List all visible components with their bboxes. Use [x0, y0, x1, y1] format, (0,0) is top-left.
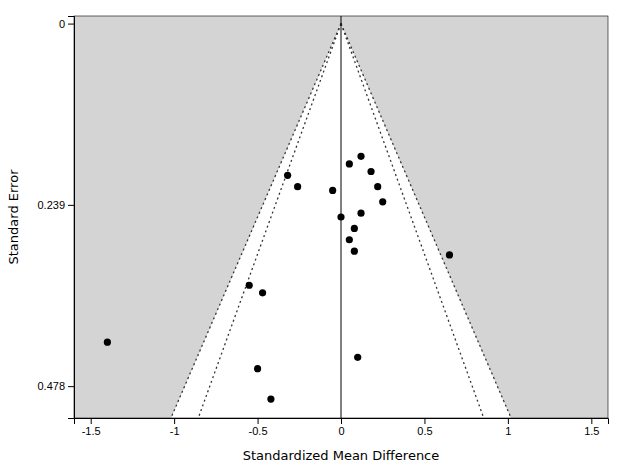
tick: -1 [170, 418, 180, 437]
tick: 1 [505, 418, 511, 437]
tick-label: 0.478 [37, 380, 65, 392]
tick-label: -1 [170, 425, 180, 437]
point [367, 168, 374, 175]
data-layer [74, 16, 608, 418]
tick-label: 0 [338, 425, 344, 437]
point [337, 213, 344, 220]
boundary-line [341, 24, 484, 418]
plot-frame [74, 16, 608, 418]
point [379, 198, 386, 205]
x-axis-title: Standardized Mean Difference [243, 448, 440, 463]
tick-label: 1.5 [584, 425, 599, 437]
tick-mark [424, 418, 425, 424]
tick-mark [68, 205, 74, 206]
point [246, 282, 253, 289]
tick-label: 0 [59, 18, 65, 30]
point [351, 225, 358, 232]
point [294, 183, 301, 190]
tick-mark [68, 24, 74, 25]
tick-label: 1 [505, 425, 511, 437]
tick-mark [508, 418, 509, 424]
tick-label: -1.5 [82, 425, 101, 437]
point [346, 236, 353, 243]
tick-mark [258, 418, 259, 424]
tick-mark [591, 418, 592, 424]
point [254, 365, 261, 372]
point [351, 248, 358, 255]
tick-label: 0.5 [417, 425, 432, 437]
boundary-line [198, 24, 341, 418]
y-axis: 0 0.239 0.478 [37, 17, 74, 419]
tick: 0.239 [37, 199, 74, 211]
tick: -0.5 [249, 418, 268, 437]
x-axis: -1.5 -1 -0.5 0 0.5 1 1.5 [75, 418, 609, 437]
point [267, 395, 274, 402]
tick-mark [341, 418, 342, 424]
point [329, 187, 336, 194]
outer-region [74, 16, 608, 418]
point [357, 210, 364, 217]
point [354, 354, 361, 361]
point [104, 339, 111, 346]
boundary-line [341, 24, 511, 418]
point [446, 251, 453, 258]
chart: -1.5 -1 -0.5 0 0.5 1 1.5 0 0.239 0.478 Standardize… [0, 0, 630, 474]
plot: -1.5 -1 -0.5 0 0.5 1 1.5 0 0.239 0.478 Standardize… [6, 16, 609, 463]
tick-label: -0.5 [249, 425, 268, 437]
tick: 0.478 [37, 380, 74, 392]
axis-line [68, 17, 75, 419]
tick-mark [174, 418, 175, 424]
points [104, 153, 453, 403]
tick-mark [68, 386, 74, 387]
point [346, 160, 353, 167]
point [357, 153, 364, 160]
point [374, 183, 381, 190]
y-axis-title: Standard Error [6, 169, 21, 265]
tick: 1.5 [584, 418, 599, 437]
tick: 0.5 [417, 418, 432, 437]
point [259, 289, 266, 296]
point [284, 172, 291, 179]
tick-mark [91, 418, 92, 424]
tick: 0 [338, 418, 344, 437]
tick-label: 0.239 [37, 199, 65, 211]
tick: 0 [59, 18, 74, 30]
boundary-line [171, 24, 341, 418]
axis-line [75, 419, 609, 425]
tick: -1.5 [82, 418, 101, 437]
